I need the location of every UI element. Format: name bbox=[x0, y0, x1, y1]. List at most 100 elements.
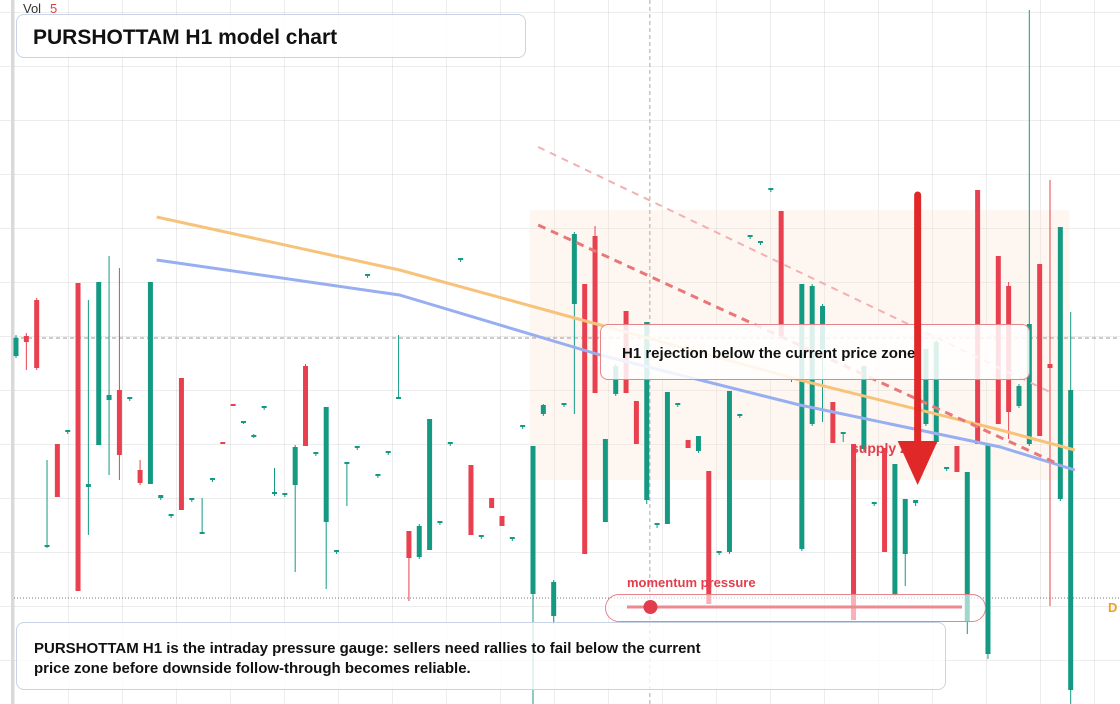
candle-body bbox=[458, 258, 464, 260]
candle-body bbox=[975, 190, 981, 444]
candle-body bbox=[933, 342, 939, 442]
candle-body bbox=[168, 514, 174, 516]
candle-body bbox=[313, 452, 319, 454]
candle-body bbox=[944, 467, 950, 469]
moving-average bbox=[156, 258, 1076, 472]
annotation-box: H1 rejection below the current price zon… bbox=[600, 324, 1030, 380]
candle-body bbox=[716, 551, 722, 553]
candle-body bbox=[127, 397, 133, 399]
momentum-box bbox=[605, 594, 986, 622]
annotation: H1 rejection below the current price zon… bbox=[622, 345, 916, 362]
note-line: PURSHOTTAM H1 is the intraday pressure g… bbox=[34, 640, 701, 657]
candle-body bbox=[23, 336, 29, 342]
candle-body bbox=[851, 444, 857, 620]
candle-body bbox=[230, 404, 236, 406]
candle-body bbox=[1026, 324, 1032, 444]
candle-body bbox=[240, 421, 246, 423]
candle-body bbox=[747, 235, 753, 237]
candle-body bbox=[871, 502, 877, 504]
candle-body bbox=[902, 499, 908, 554]
candle-body bbox=[385, 451, 391, 453]
candle-body bbox=[520, 425, 526, 427]
candle-body bbox=[158, 495, 164, 498]
note-line: price zone before downside follow-throug… bbox=[34, 660, 471, 677]
candle-body bbox=[427, 419, 433, 550]
candle-body bbox=[323, 407, 329, 522]
candle-body bbox=[137, 470, 143, 483]
candle-body bbox=[757, 241, 763, 243]
candle-body bbox=[602, 439, 608, 522]
candle-body bbox=[75, 283, 81, 591]
candle-body bbox=[592, 236, 598, 393]
candle-body bbox=[964, 472, 970, 622]
candle-body bbox=[830, 402, 836, 443]
candle-body bbox=[147, 282, 153, 484]
candle-body bbox=[34, 300, 40, 368]
candle-body bbox=[303, 366, 309, 446]
candle-body bbox=[365, 274, 371, 276]
candle-body bbox=[199, 532, 205, 534]
candle-body bbox=[375, 474, 381, 476]
candle-body bbox=[706, 471, 712, 604]
candle-body bbox=[1057, 227, 1063, 499]
candle-body bbox=[406, 531, 412, 558]
candle-body bbox=[954, 446, 960, 472]
candle-body bbox=[116, 390, 122, 455]
candle-body bbox=[509, 537, 515, 539]
candle-body bbox=[861, 366, 867, 449]
candle-body bbox=[54, 444, 60, 497]
candle-body bbox=[106, 395, 112, 400]
candle-body bbox=[882, 448, 888, 552]
candle-body bbox=[396, 397, 402, 399]
candle-body bbox=[251, 435, 257, 437]
candle-body bbox=[478, 535, 484, 537]
chart-title: PURSHOTTAM H1 model chart bbox=[33, 26, 338, 49]
candle-body bbox=[551, 582, 557, 616]
candle-body bbox=[354, 446, 360, 448]
candle-body bbox=[13, 338, 19, 356]
candle-body bbox=[416, 526, 422, 557]
candle-body bbox=[778, 211, 784, 336]
candle-body bbox=[644, 322, 650, 500]
vol-label: Vol bbox=[23, 1, 42, 16]
candle-body bbox=[44, 545, 50, 547]
title-box: PURSHOTTAM H1 model chart bbox=[16, 14, 526, 58]
candle-body bbox=[633, 401, 639, 444]
candle-body bbox=[272, 492, 277, 494]
candle-body bbox=[1068, 390, 1074, 690]
candle-body bbox=[447, 442, 453, 444]
candle-body bbox=[613, 366, 619, 394]
candle-body bbox=[489, 498, 495, 508]
candle-body bbox=[737, 414, 743, 416]
candle-body bbox=[571, 234, 577, 304]
candle-body bbox=[65, 430, 71, 432]
candle-body bbox=[1037, 264, 1043, 436]
candle-body bbox=[664, 392, 670, 524]
candle-body bbox=[985, 444, 991, 654]
candle-body bbox=[261, 406, 267, 408]
candle-body bbox=[768, 188, 774, 190]
candle-body bbox=[1047, 364, 1053, 368]
candle-body bbox=[675, 403, 681, 405]
candle-body bbox=[654, 523, 660, 525]
candle-body bbox=[540, 405, 546, 414]
vol-value: 5 bbox=[50, 1, 58, 16]
candle-body bbox=[530, 446, 536, 594]
candle-body bbox=[282, 493, 288, 495]
candle-body bbox=[726, 391, 732, 552]
candle-body bbox=[96, 282, 102, 445]
candle-body bbox=[437, 521, 443, 523]
edge-label: D bbox=[1108, 600, 1118, 615]
candle-body bbox=[468, 465, 474, 535]
candle-body bbox=[840, 432, 846, 434]
candle-body bbox=[923, 349, 929, 424]
note-box: PURSHOTTAM H1 is the intraday pressure g… bbox=[16, 622, 946, 690]
candle-body bbox=[344, 462, 350, 464]
candle-body bbox=[913, 500, 919, 503]
candle-body bbox=[1016, 386, 1022, 406]
candle-body bbox=[892, 464, 898, 594]
candle-body bbox=[220, 442, 226, 444]
candle-body bbox=[209, 478, 215, 480]
candle-body bbox=[292, 447, 298, 485]
